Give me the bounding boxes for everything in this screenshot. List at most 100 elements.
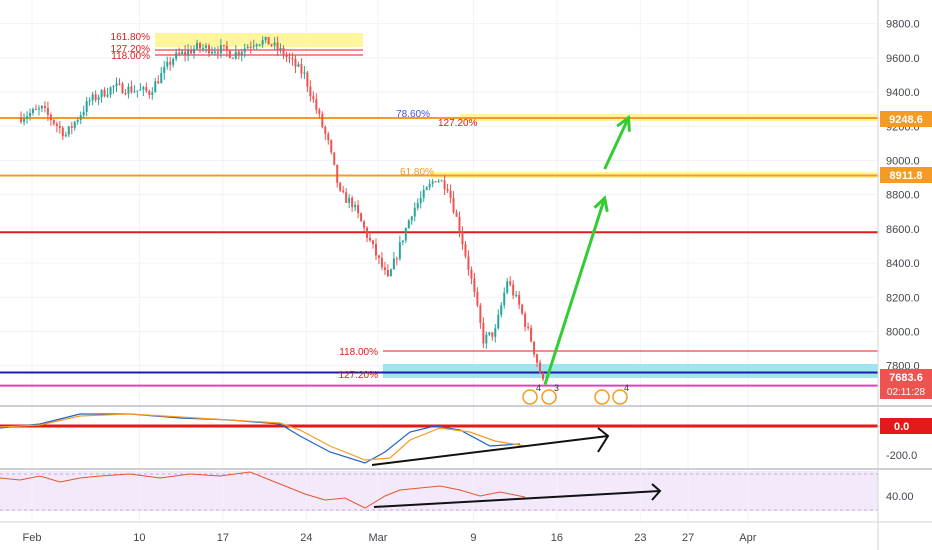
candle-body (106, 94, 109, 97)
fib-label-61: 61.80% (400, 167, 434, 178)
price-tick-label: 8600.0 (886, 224, 920, 236)
candle-body (327, 133, 330, 141)
time-axis[interactable]: Feb 10 17 24 Mar 9 16 23 27 Apr (23, 532, 757, 544)
fib-label-127-low: 127.20% (339, 370, 379, 381)
price-tick-label: 8800.0 (886, 190, 920, 202)
event-count: 4 (536, 383, 541, 393)
rsi-pane[interactable] (0, 471, 878, 511)
projection-arrow[interactable] (603, 117, 630, 170)
candle-body (369, 237, 372, 241)
price-pane[interactable] (0, 0, 878, 405)
candle-body (49, 114, 52, 121)
candle-body (231, 57, 234, 59)
candle-body (306, 72, 309, 87)
candle-body (357, 204, 360, 214)
candle-body (234, 51, 237, 59)
candle-body (431, 181, 434, 184)
event-icon[interactable] (612, 389, 628, 405)
candle-body (351, 197, 354, 208)
candle-body (85, 101, 88, 112)
candle-body (79, 115, 82, 120)
price-axis[interactable]: 9800.09600.09400.09200.09000.08800.08600… (886, 19, 920, 373)
rsi-trendline (373, 490, 661, 508)
time-tick-label: Mar (368, 532, 387, 544)
candle-body (515, 294, 518, 296)
candle-body (416, 203, 419, 208)
candle-body (512, 284, 515, 296)
candle-body (354, 204, 357, 208)
candle-body (345, 192, 348, 203)
candle-body (127, 86, 130, 94)
candle-body (539, 362, 542, 374)
projection-arrowhead (616, 114, 631, 132)
candle-body (336, 164, 339, 183)
candle-body (115, 83, 118, 86)
support-zone (383, 364, 878, 378)
candle-body (389, 269, 392, 276)
candle-body (178, 52, 181, 55)
candle-body (187, 50, 190, 55)
candle-body (246, 46, 249, 49)
candle-body (216, 51, 219, 54)
candle-body (169, 61, 172, 65)
projection-arrow[interactable] (543, 197, 607, 385)
projection-arrows (543, 114, 631, 385)
oscillator-pane[interactable] (0, 408, 878, 468)
candle-body (255, 44, 258, 47)
event-icon[interactable] (541, 389, 557, 405)
candle-body (130, 86, 133, 93)
event-icon[interactable] (522, 389, 538, 405)
price-tick-label: 9400.0 (886, 87, 920, 99)
candle-body (342, 190, 345, 193)
candle-body (419, 197, 422, 204)
candle-body (160, 73, 163, 84)
candle-body (291, 58, 294, 60)
price-tag-current: 7683.6 02:11:28 (880, 369, 932, 399)
time-tick-label: Apr (739, 532, 756, 544)
candle-body (219, 45, 222, 54)
candle-body (506, 281, 509, 293)
candle-body (366, 227, 369, 238)
event-icon[interactable] (594, 389, 610, 405)
event-count: 4 (624, 383, 629, 393)
candle-body (61, 127, 64, 137)
candle-body (380, 257, 383, 268)
candle-body (500, 305, 503, 315)
candle-body (392, 258, 395, 270)
candle-body (94, 94, 97, 100)
candle-body (333, 152, 336, 165)
price-tick-label: 9600.0 (886, 53, 920, 65)
candle-body (52, 120, 55, 124)
candle-body (204, 45, 207, 48)
time-tick-label: 16 (551, 532, 563, 544)
candle-body (488, 332, 491, 335)
price-tick-label: 9800.0 (886, 19, 920, 31)
candle-body (64, 134, 67, 137)
candle-body (243, 48, 246, 52)
candle-body (67, 126, 70, 135)
candle-body (404, 228, 407, 241)
candle-body (491, 332, 494, 337)
candle-body (29, 113, 32, 117)
candle-body (401, 240, 404, 243)
event-markers[interactable]: 4 3 4 (522, 383, 629, 405)
candle-body (300, 64, 303, 74)
time-tick-label: 24 (300, 532, 312, 544)
candle-body (100, 89, 103, 98)
candle-body (142, 87, 145, 90)
candle-body (136, 90, 139, 92)
candle-body (294, 59, 297, 67)
candle-body (455, 212, 458, 217)
candle-body (199, 43, 202, 49)
candle-body (524, 313, 527, 327)
candle-body (309, 86, 312, 97)
candle-body (434, 181, 437, 183)
candle-body (410, 216, 413, 221)
candle-body (425, 187, 428, 190)
candle-body (193, 48, 196, 54)
candle-body (437, 181, 440, 183)
oscillator-trendline (371, 435, 609, 466)
candle-body (348, 197, 351, 203)
candle-body (377, 255, 380, 258)
